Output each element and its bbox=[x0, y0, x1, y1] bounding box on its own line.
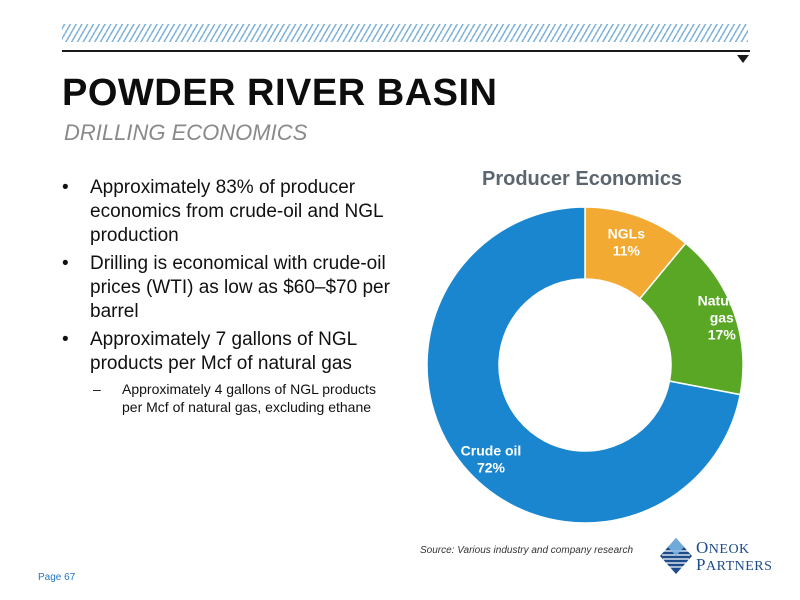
logo-letter: P bbox=[696, 555, 706, 574]
oneok-logo bbox=[660, 538, 692, 574]
slice-label-crude-oil: Crude oil 72% bbox=[461, 442, 522, 475]
page-number: Page 67 bbox=[38, 572, 76, 583]
logo-word: NEOK bbox=[708, 542, 750, 557]
bullet-item: • Approximately 7 gallons of NGL product… bbox=[62, 328, 392, 376]
donut-slice-natural-gas bbox=[638, 242, 744, 396]
source-note: Source: Various industry and company res… bbox=[420, 545, 634, 556]
header-rule bbox=[62, 50, 750, 52]
bullet-dot: • bbox=[62, 177, 69, 198]
header-hatch-band bbox=[62, 24, 748, 42]
bullet-dot: • bbox=[62, 329, 69, 350]
bullet-list: • Approximately 83% of producer economic… bbox=[62, 176, 392, 416]
oneok-wordmark: ONEOK PARTNERS bbox=[696, 538, 773, 574]
bullet-text: Drilling is economical with crude-oil pr… bbox=[90, 253, 390, 322]
bullet-text: Approximately 7 gallons of NGL products … bbox=[90, 329, 357, 374]
donut-slice-crude-oil bbox=[426, 206, 742, 524]
header-triangle-icon bbox=[737, 55, 749, 63]
page-subtitle: DRILLING ECONOMICS bbox=[64, 120, 308, 145]
bullet-item: • Approximately 83% of producer economic… bbox=[62, 176, 392, 248]
page-title: POWDER RIVER BASIN bbox=[62, 72, 498, 114]
sub-bullet-item: – Approximately 4 gallons of NGL product… bbox=[62, 380, 392, 416]
sub-bullet-text: Approximately 4 gallons of NGL products … bbox=[122, 381, 376, 415]
slice-label-ngls: NGLs 11% bbox=[608, 226, 646, 259]
bullet-dot: • bbox=[62, 253, 69, 274]
donut-chart: NGLs 11% Natural gas 17% Crude oil 72% bbox=[426, 206, 746, 524]
sub-bullet-dash: – bbox=[93, 381, 101, 397]
bullet-text: Approximately 83% of producer economics … bbox=[90, 177, 383, 246]
slice-label-natural-gas: Natural gas 17% bbox=[698, 293, 746, 343]
chart-title: Producer Economics bbox=[482, 168, 683, 190]
logo-letter: O bbox=[696, 538, 709, 557]
logo-word: ARTNERS bbox=[705, 559, 773, 574]
bullet-item: • Drilling is economical with crude-oil … bbox=[62, 252, 392, 324]
oneok-diamond-icon bbox=[660, 538, 692, 574]
